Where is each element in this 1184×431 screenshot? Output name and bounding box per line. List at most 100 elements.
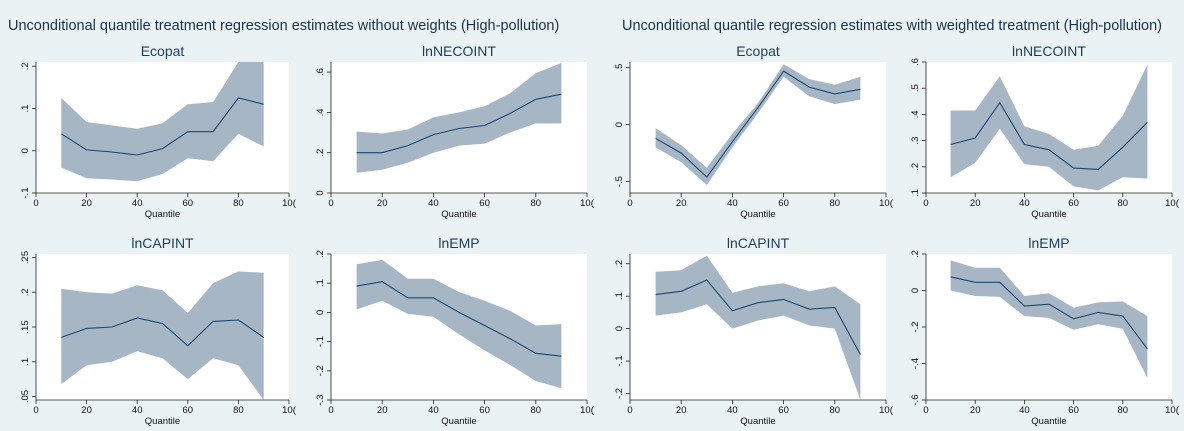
x-tick-label: 20	[970, 405, 981, 416]
estimate-line	[356, 93, 562, 154]
confidence-band	[950, 64, 1148, 191]
y-tick-label: -.1	[315, 336, 326, 347]
x-tick-label: 10(	[580, 405, 595, 416]
x-tick-label: 60	[1068, 198, 1079, 209]
y-tick-label: .1	[315, 279, 326, 287]
y-tick-label: -.4	[910, 358, 921, 369]
estimate-line	[655, 70, 861, 178]
y-tick-label: 0	[20, 148, 31, 153]
x-tick-label: 10(	[879, 405, 894, 416]
x-tick-label: 0	[923, 405, 928, 416]
y-tick-label: -.2	[910, 321, 921, 332]
x-tick-label: 0	[33, 198, 38, 209]
x-tick-label: 40	[1019, 198, 1030, 209]
x-tick-label: 80	[830, 405, 841, 416]
x-tick-label: 20	[81, 198, 92, 209]
x-axis-label: Quantile	[1031, 416, 1066, 427]
y-tick-label: -.3	[315, 394, 326, 405]
x-tick-label: 80	[531, 198, 542, 209]
y-tick-label: .1	[20, 358, 31, 366]
estimate-line	[655, 279, 861, 355]
y-tick-label: -.2	[315, 365, 326, 376]
x-axis-label: Quantile	[441, 209, 476, 220]
x-tick-label: 10(	[282, 405, 297, 416]
confidence-band	[655, 255, 861, 400]
x-tick-label: 60	[778, 405, 789, 416]
y-tick-label: .2	[315, 250, 326, 258]
estimate-line	[950, 276, 1148, 350]
x-tick-label: 20	[676, 405, 687, 416]
x-tick-label: 40	[132, 405, 143, 416]
x-tick-label: 0	[33, 405, 38, 416]
chart-lncapint-unweighted: lnCAPINT 0 20 40 60 80 10(.05 .1 .15 .2 .25 Quantil…	[20, 235, 297, 427]
x-tick-label: 10(	[879, 198, 894, 209]
subplot-title: Ecopat	[141, 43, 185, 59]
x-tick-label: 60	[479, 198, 490, 209]
y-tick-label: .6	[910, 58, 921, 66]
x-tick-label: 20	[377, 405, 388, 416]
x-tick-label: 10(	[282, 198, 297, 209]
x-axis-label: Quantile	[145, 416, 180, 427]
x-tick-label: 60	[778, 198, 789, 209]
subplot-title: lnCAPINT	[727, 235, 790, 251]
y-tick-label: .2	[20, 288, 31, 296]
x-axis-label: Quantile	[145, 209, 180, 220]
x-tick-label: 20	[377, 198, 388, 209]
y-tick-label: -.1	[20, 187, 31, 198]
y-tick-label: .3	[910, 137, 921, 145]
subplot-title: lnEMP	[1028, 235, 1069, 251]
y-tick-label: .5	[910, 84, 921, 92]
x-tick-label: 40	[132, 198, 143, 209]
y-tick-label: .4	[910, 110, 921, 118]
subplot-title: lnCAPINT	[131, 235, 194, 251]
confidence-band	[950, 260, 1148, 379]
confidence-band	[356, 259, 562, 389]
estimate-line	[950, 101, 1148, 170]
y-tick-label: .25	[20, 251, 31, 264]
x-axis-label: Quantile	[740, 209, 775, 220]
y-tick-label: 0	[315, 310, 326, 315]
x-tick-label: 40	[428, 405, 439, 416]
subplot-title: lnNECOINT	[422, 43, 496, 59]
estimate-line	[356, 281, 562, 357]
x-tick-label: 40	[727, 405, 738, 416]
x-tick-label: 60	[183, 405, 194, 416]
confidence-band	[61, 271, 264, 400]
x-tick-label: 40	[727, 198, 738, 209]
subplot-title: lnEMP	[438, 235, 479, 251]
x-tick-label: 80	[1118, 198, 1129, 209]
x-tick-label: 60	[183, 198, 194, 209]
y-tick-label: .2	[910, 163, 921, 171]
x-tick-label: 10(	[1165, 198, 1180, 209]
y-tick-label: .4	[315, 108, 326, 116]
y-tick-label: 0	[614, 326, 625, 331]
chart-lnnecoint-unweighted: lnNECOINT 0 20 40 60 80 10(0 .2 .4 .6 Quantile	[315, 43, 595, 220]
x-tick-label: 60	[479, 405, 490, 416]
chart-lnemp-unweighted: lnEMP 0 20 40 60 80 10(-.3 -.2 -.1 0 .1 .2 Quantile	[315, 235, 595, 427]
y-tick-label: -.1	[614, 356, 625, 367]
left-panel-title: Unconditional quantile treatment regress…	[8, 18, 560, 34]
y-tick-label: .2	[910, 250, 921, 258]
x-tick-label: 0	[923, 198, 928, 209]
x-tick-label: 20	[676, 198, 687, 209]
subplot-title: Ecopat	[736, 43, 780, 59]
x-tick-label: 40	[428, 198, 439, 209]
y-tick-label: -.2	[614, 388, 625, 399]
x-tick-label: 0	[328, 405, 333, 416]
y-tick-label: .2	[20, 62, 31, 70]
y-tick-label: .15	[20, 320, 31, 333]
right-panel-title: Unconditional quantile regression estima…	[622, 18, 1163, 34]
chart-lncapint-weighted: lnCAPINT 0 20 40 60 80 10(-.2 -.1 0 .1 .2 Quantile	[614, 235, 894, 427]
estimate-line	[61, 317, 265, 347]
x-axis-label: Quantile	[441, 416, 476, 427]
y-tick-label: .2	[614, 260, 625, 268]
x-tick-label: 40	[1019, 405, 1030, 416]
y-tick-label: .2	[315, 149, 326, 157]
confidence-band	[655, 64, 861, 185]
confidence-band	[61, 62, 264, 182]
x-tick-label: 0	[627, 405, 632, 416]
x-axis-label: Quantile	[1031, 209, 1066, 220]
x-tick-label: 80	[830, 198, 841, 209]
